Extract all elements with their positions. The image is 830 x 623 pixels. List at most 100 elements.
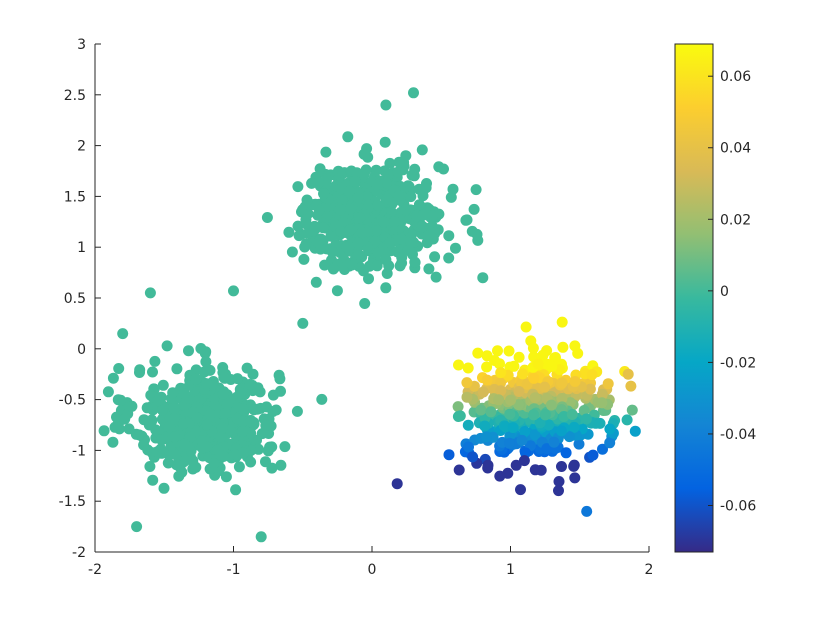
colorbar-tick-label: 0 bbox=[720, 284, 729, 300]
data-point bbox=[453, 464, 465, 476]
data-point bbox=[556, 393, 568, 404]
data-point bbox=[494, 470, 506, 482]
data-point bbox=[563, 431, 575, 443]
x-tick-label: -2 bbox=[88, 562, 102, 578]
data-point bbox=[156, 404, 168, 416]
data-point bbox=[115, 394, 127, 406]
data-point bbox=[179, 438, 190, 450]
data-point bbox=[275, 459, 287, 471]
data-point bbox=[504, 408, 516, 420]
x-tick-label: 1 bbox=[506, 562, 515, 578]
data-point bbox=[393, 156, 405, 168]
colorbar-tick-label: 0.02 bbox=[720, 212, 751, 228]
data-point bbox=[293, 230, 305, 242]
data-point bbox=[557, 341, 569, 353]
data-point bbox=[380, 177, 392, 189]
data-point bbox=[529, 392, 541, 404]
data-point bbox=[450, 242, 461, 254]
data-point bbox=[584, 383, 596, 395]
data-point bbox=[113, 363, 125, 374]
data-point bbox=[477, 386, 489, 398]
data-point bbox=[310, 276, 322, 288]
data-point bbox=[107, 372, 119, 384]
data-point bbox=[482, 459, 494, 471]
data-point bbox=[513, 386, 525, 397]
data-point bbox=[190, 461, 202, 473]
data-point bbox=[495, 367, 507, 379]
data-point bbox=[596, 397, 608, 409]
data-point bbox=[212, 444, 224, 456]
data-point bbox=[378, 216, 390, 228]
data-point bbox=[161, 340, 173, 352]
data-point bbox=[604, 437, 616, 449]
data-point bbox=[168, 413, 180, 425]
data-point bbox=[493, 394, 505, 406]
data-point bbox=[201, 419, 213, 431]
data-point bbox=[534, 417, 546, 429]
data-point bbox=[430, 271, 442, 283]
data-point bbox=[162, 457, 174, 469]
data-point bbox=[539, 381, 551, 393]
data-point bbox=[568, 421, 580, 433]
data-point bbox=[344, 224, 356, 236]
data-point bbox=[578, 405, 590, 416]
data-point bbox=[111, 411, 122, 423]
data-point bbox=[244, 379, 256, 390]
y-tick-label: 1.5 bbox=[64, 189, 86, 205]
data-point bbox=[580, 413, 592, 425]
data-point bbox=[169, 431, 181, 443]
data-point bbox=[443, 449, 455, 461]
colorbar-gradient bbox=[674, 43, 714, 553]
data-point bbox=[462, 419, 474, 431]
data-point bbox=[195, 343, 207, 354]
data-point bbox=[409, 256, 421, 268]
colorbar-tick-label: 0.06 bbox=[720, 69, 751, 85]
data-point bbox=[558, 411, 570, 422]
data-point bbox=[568, 460, 580, 472]
data-point bbox=[298, 253, 310, 265]
data-point bbox=[260, 420, 272, 431]
data-point bbox=[462, 362, 474, 374]
data-point bbox=[485, 406, 497, 418]
data-point bbox=[292, 181, 304, 193]
data-point bbox=[389, 216, 401, 228]
y-tick-label: -1 bbox=[72, 443, 86, 459]
data-point bbox=[604, 423, 616, 435]
data-point bbox=[107, 436, 119, 448]
data-point bbox=[299, 241, 311, 253]
data-point bbox=[405, 191, 417, 203]
y-tick-label: -1.5 bbox=[59, 494, 86, 510]
data-point bbox=[352, 192, 364, 204]
data-point bbox=[481, 374, 493, 386]
data-point bbox=[520, 321, 532, 333]
data-point bbox=[297, 317, 309, 329]
data-point bbox=[626, 404, 638, 416]
data-point bbox=[149, 355, 161, 367]
data-point bbox=[463, 441, 474, 453]
data-point bbox=[566, 409, 578, 420]
data-point bbox=[392, 166, 404, 178]
data-point bbox=[553, 476, 565, 487]
data-point bbox=[477, 272, 489, 284]
data-point bbox=[163, 421, 175, 433]
data-point bbox=[394, 260, 406, 272]
data-point bbox=[217, 388, 229, 400]
data-point bbox=[622, 368, 634, 380]
data-point bbox=[438, 163, 449, 175]
data-point bbox=[380, 99, 392, 111]
data-point bbox=[131, 521, 143, 533]
data-point bbox=[230, 484, 242, 496]
data-point bbox=[237, 403, 249, 415]
data-point bbox=[503, 437, 515, 449]
data-point bbox=[291, 405, 303, 417]
data-point bbox=[556, 377, 568, 389]
data-point bbox=[503, 345, 515, 357]
data-point bbox=[190, 373, 202, 385]
data-point bbox=[283, 226, 295, 238]
data-point bbox=[508, 360, 520, 372]
data-point bbox=[384, 237, 396, 249]
data-point bbox=[470, 184, 482, 196]
data-point bbox=[158, 482, 170, 494]
data-point bbox=[319, 259, 331, 271]
data-point bbox=[461, 377, 473, 389]
